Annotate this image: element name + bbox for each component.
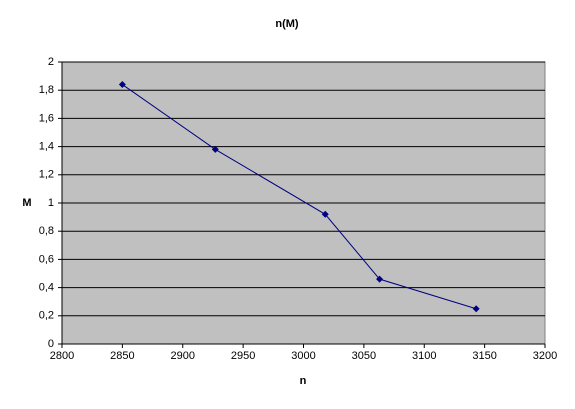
x-tick-label: 3200 [533, 350, 557, 362]
y-tick-label: 1,4 [39, 141, 54, 153]
y-tick-label: 0,8 [39, 225, 54, 237]
x-tick-label: 3100 [412, 350, 436, 362]
x-tick-label: 3150 [472, 350, 496, 362]
x-tick-label: 2900 [171, 350, 195, 362]
chart-title: n(M) [275, 18, 299, 30]
x-tick-label: 3000 [291, 350, 315, 362]
marker [376, 275, 384, 283]
x-tick-label: 2850 [110, 350, 134, 362]
y-tick-label: 0,2 [39, 310, 54, 322]
y-tick-label: 0 [48, 338, 54, 350]
marker [472, 305, 480, 313]
y-tick-label: 1,6 [39, 112, 54, 124]
marker [118, 81, 126, 89]
y-tick-label: 0,4 [39, 282, 54, 294]
y-tick-label: 1 [48, 197, 54, 209]
y-tick-label: 0,6 [39, 253, 54, 265]
y-tick-label: 1,2 [39, 169, 54, 181]
x-tick-label: 2800 [50, 350, 74, 362]
x-tick-label: 2950 [231, 350, 255, 362]
y-tick-label: 1,8 [39, 84, 54, 96]
x-tick-label: 3050 [352, 350, 376, 362]
y-tick-label: 2 [48, 56, 54, 68]
marker [211, 145, 219, 153]
x-axis-title: n [300, 375, 307, 387]
marker [321, 210, 329, 218]
y-axis-title: M [22, 197, 31, 209]
